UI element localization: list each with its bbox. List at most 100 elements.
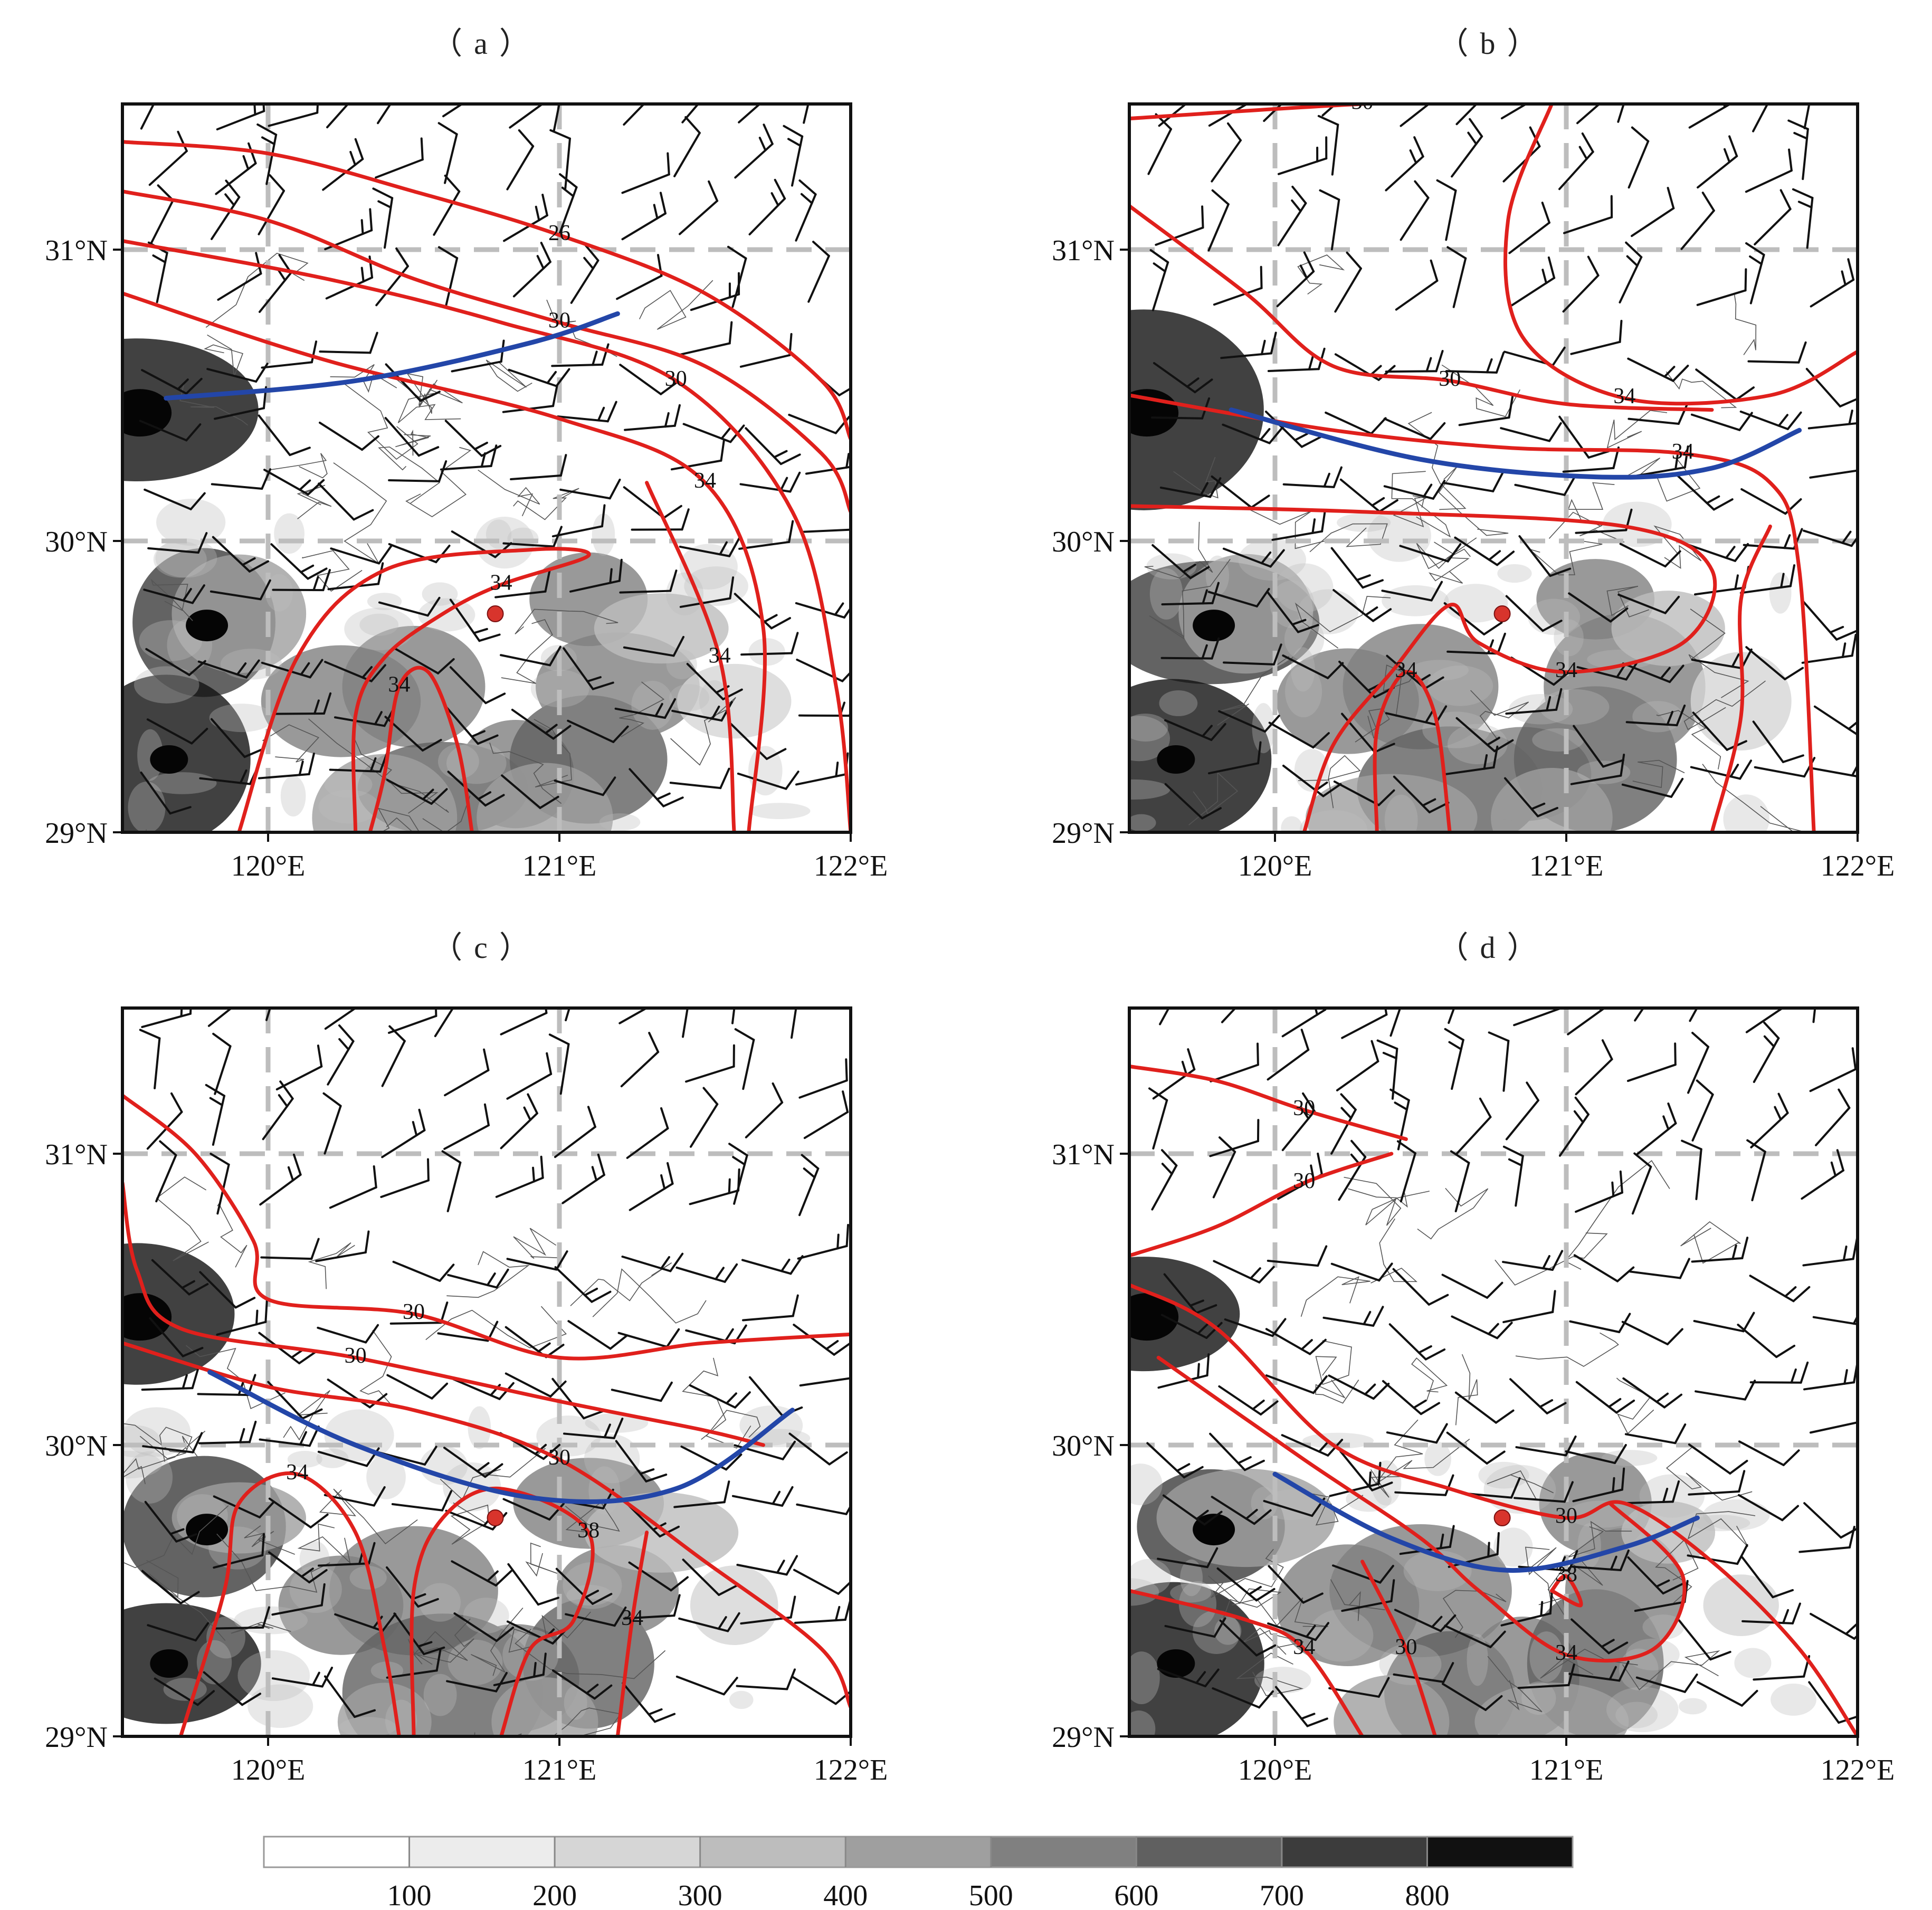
wind-barb	[375, 137, 424, 179]
wind-barb	[1216, 1567, 1276, 1602]
wind-barb	[1752, 104, 1769, 132]
wind-barb	[391, 1490, 453, 1512]
terrain-patch	[155, 538, 217, 578]
wind-barb	[1442, 471, 1504, 492]
lon-tick-label: 122°E	[814, 1754, 888, 1787]
colorbar-label: 200	[532, 1879, 577, 1910]
terrain-patch	[1205, 555, 1230, 595]
terrain-patch	[418, 598, 475, 632]
colorbar-segment	[700, 1837, 846, 1867]
wind-barb	[554, 1106, 596, 1158]
wind-barb	[1448, 1008, 1455, 1024]
wind-barb	[147, 1622, 210, 1642]
wind-barb	[501, 774, 559, 809]
wind-barb	[552, 1669, 613, 1700]
terrain-peak	[1193, 610, 1235, 642]
wind-barb	[623, 486, 682, 519]
wind-barb	[1149, 249, 1169, 311]
wind-barb	[1803, 104, 1811, 129]
wind-barb	[1570, 319, 1623, 355]
wind-barb	[1505, 1081, 1539, 1141]
terrain-patch	[1410, 660, 1469, 681]
wind-barb	[260, 1238, 320, 1260]
wind-barb	[689, 1087, 719, 1148]
wind-barb	[1802, 601, 1857, 641]
county-boundary	[592, 1268, 707, 1324]
wind-barb	[685, 1044, 735, 1083]
wind-barb	[1213, 265, 1263, 306]
wind-barb	[372, 187, 394, 249]
contour-line	[122, 291, 767, 832]
contour-line	[615, 1531, 649, 1736]
terrain-peak	[186, 610, 229, 642]
wind-barb	[1688, 1443, 1748, 1475]
wind-barb	[1339, 478, 1398, 513]
contour-label: 30	[1352, 90, 1374, 115]
wind-barb	[1687, 543, 1749, 562]
wind-barb	[502, 1498, 565, 1521]
terrain-patch	[1275, 563, 1334, 613]
wind-barb	[682, 1008, 689, 1038]
wind-barb	[1454, 536, 1515, 566]
wind-barb	[258, 753, 315, 780]
wind-barb	[1569, 1549, 1630, 1572]
wind-barb	[203, 1671, 262, 1706]
wind-barb	[1153, 362, 1213, 394]
wind-barb	[506, 1250, 568, 1271]
terrain-patch	[585, 1413, 649, 1433]
terrain-patch	[1285, 666, 1322, 718]
wind-barb	[1695, 368, 1755, 401]
wind-barb	[1514, 1481, 1574, 1503]
terrain-patch	[1474, 1683, 1629, 1736]
wind-barb	[1281, 1008, 1327, 1038]
contour-line	[1549, 1574, 1583, 1608]
wind-barb	[748, 178, 786, 236]
terrain-patch	[265, 574, 293, 612]
wind-barb	[569, 558, 623, 593]
terrain-patch	[1529, 1631, 1564, 1683]
lat-tick-label: 29°N	[45, 817, 108, 850]
wind-barb	[1164, 1617, 1226, 1638]
wind-barb	[1697, 135, 1738, 189]
contour-label: 30	[548, 1446, 570, 1470]
wind-barb	[1627, 1556, 1683, 1595]
colorbar-label: 300	[678, 1879, 722, 1910]
wind-barb	[1400, 180, 1430, 241]
wind-barb	[199, 1271, 256, 1309]
wind-barb	[258, 414, 311, 457]
county-boundary	[359, 1330, 392, 1406]
terrain-patch	[1129, 1582, 1264, 1736]
lat-tick-label: 30°N	[45, 1430, 108, 1462]
front-line	[1229, 407, 1802, 480]
county-boundary	[1383, 664, 1417, 717]
wind-barb	[440, 444, 498, 471]
wind-barb	[673, 1480, 730, 1508]
wind-barb	[1211, 1496, 1272, 1525]
wind-barb	[1621, 1480, 1680, 1505]
county-boundary	[515, 1629, 666, 1679]
terrain-peak	[186, 1514, 229, 1546]
wind-barb	[626, 1107, 669, 1159]
wind-barb	[1211, 475, 1270, 509]
terrain-patch	[422, 582, 458, 606]
wind-barb	[1163, 1273, 1217, 1314]
wind-barb	[212, 1606, 270, 1630]
wind-barb	[1502, 1250, 1564, 1271]
wind-barb	[555, 1567, 613, 1605]
contour-label: 30	[548, 309, 570, 333]
wind-barb	[329, 1165, 377, 1209]
wind-barb	[140, 771, 192, 815]
county-boundary	[308, 718, 449, 813]
wind-barb	[1221, 1008, 1237, 1023]
wind-barb	[1575, 1170, 1623, 1213]
wind-barb	[1213, 1260, 1275, 1284]
wind-barb	[1570, 754, 1625, 785]
wind-barb	[1513, 1008, 1563, 1027]
county-boundary	[501, 619, 553, 684]
wind-barb	[1511, 256, 1556, 307]
map-frame	[121, 1006, 852, 1738]
wind-barb	[1389, 1088, 1410, 1151]
terrain-patch	[148, 772, 217, 794]
wind-barbs	[1147, 104, 1858, 820]
lat-tick-label: 29°N	[45, 1721, 108, 1754]
